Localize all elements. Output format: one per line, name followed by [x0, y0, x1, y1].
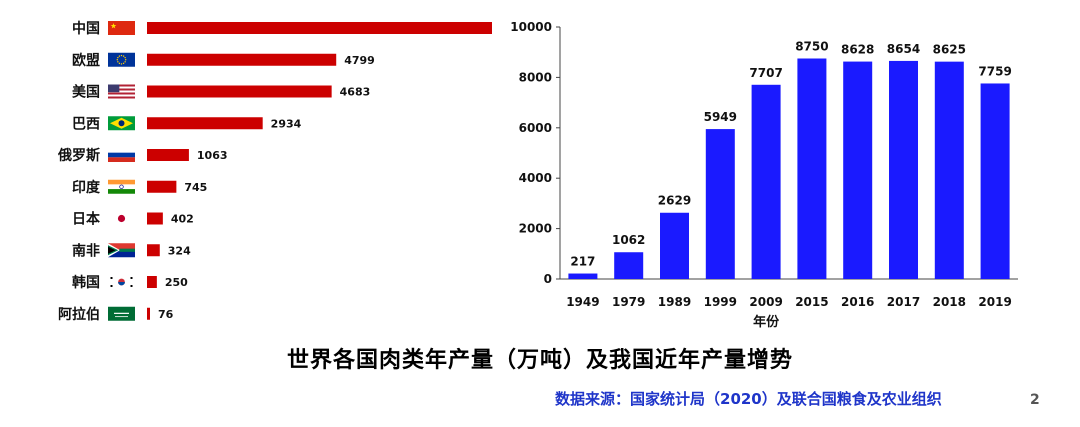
country-bar [147, 117, 263, 130]
x-tick-label: 2017 [887, 295, 920, 309]
source-note: 数据来源：国家统计局（2020）及联合国粮食及农业组织 [555, 390, 942, 408]
slide-title: 世界各国肉类年产量（万吨）及我国近年产量增势 [286, 348, 793, 373]
country-label: 美国 [72, 84, 100, 101]
year-value-label: 8654 [887, 42, 920, 56]
y-tick-label: 8000 [519, 70, 552, 84]
country-value-label: 745 [184, 181, 207, 194]
year-bar [705, 129, 735, 279]
year-bar [568, 273, 598, 279]
country-value-label: 4799 [344, 54, 375, 67]
china-flag-icon [108, 21, 135, 35]
country-bar [147, 244, 160, 257]
x-tick-label: 1999 [704, 295, 737, 309]
country-value-label: 402 [171, 213, 194, 226]
country-bar [147, 22, 492, 34]
year-bar [614, 252, 644, 279]
saudi-arabia-flag-icon [108, 306, 135, 321]
year-value-label: 2629 [658, 194, 691, 208]
south-africa-flag-icon [108, 243, 135, 258]
year-value-label: 217 [570, 255, 595, 269]
country-label: 印度 [72, 179, 101, 196]
country-value-label: 4683 [340, 86, 371, 99]
y-tick-label: 10000 [510, 20, 552, 34]
year-value-label: 1062 [612, 233, 645, 247]
country-bar [147, 276, 157, 288]
y-tick-label: 4000 [519, 171, 552, 185]
year-value-label: 8625 [933, 43, 966, 57]
country-bar [147, 180, 177, 193]
country-bar [147, 212, 163, 225]
year-bar [980, 83, 1010, 279]
country-label: 中国 [72, 20, 100, 37]
year-bar [751, 84, 781, 279]
country-label: 南非 [72, 242, 100, 259]
year-value-label: 8750 [795, 40, 828, 54]
korea-flag-icon [108, 275, 135, 289]
year-bar [843, 61, 873, 279]
country-value-label: 250 [165, 276, 188, 289]
year-value-label: 8628 [841, 43, 874, 57]
x-tick-label: 1989 [658, 295, 691, 309]
year-value-label: 5949 [704, 110, 737, 124]
year-bar [797, 58, 827, 279]
y-tick-label: 0 [544, 272, 552, 286]
country-label: 日本 [72, 211, 101, 228]
page-number: 2 [1030, 392, 1040, 408]
country-value-label: 324 [168, 244, 191, 257]
country-label: 巴西 [72, 116, 100, 132]
x-tick-label: 1979 [612, 295, 645, 309]
brazil-flag-icon [108, 116, 135, 131]
country-value-label: 2934 [271, 117, 302, 130]
year-bar [934, 61, 964, 280]
china-meat-trend-chart: 0 2000 4000 6000 8000 10000 217 1949 1062 1979 262… [510, 20, 1018, 330]
x-tick-label: 2018 [933, 295, 966, 309]
country-bar [147, 149, 189, 161]
year-value-label: 7759 [978, 64, 1011, 78]
x-tick-label: 2009 [749, 295, 782, 309]
x-tick-label: 2019 [978, 295, 1011, 309]
eu-flag-icon [108, 52, 135, 67]
country-value-label: 1063 [197, 149, 228, 162]
japan-flag-icon [108, 211, 135, 226]
y-tick-label: 2000 [519, 222, 552, 236]
x-tick-label: 1949 [566, 295, 599, 309]
russia-flag-icon [108, 148, 135, 162]
x-tick-label: 2015 [795, 295, 828, 309]
india-flag-icon [108, 179, 135, 194]
country-label: 阿拉伯 [58, 306, 100, 323]
usa-flag-icon [108, 84, 135, 99]
year-bar [660, 212, 689, 279]
x-tick-label: 2016 [841, 295, 874, 309]
year-value-label: 7707 [749, 66, 782, 80]
year-bar [889, 60, 918, 279]
country-bar [147, 85, 332, 98]
y-tick-label: 6000 [519, 121, 552, 135]
country-label: 俄罗斯 [57, 147, 100, 164]
country-value-label: 76 [158, 308, 174, 321]
country-bar [147, 307, 150, 320]
country-label: 韩国 [72, 274, 100, 291]
x-axis-title: 年份 [753, 314, 780, 330]
country-bar [147, 53, 337, 66]
country-label: 欧盟 [72, 52, 100, 69]
